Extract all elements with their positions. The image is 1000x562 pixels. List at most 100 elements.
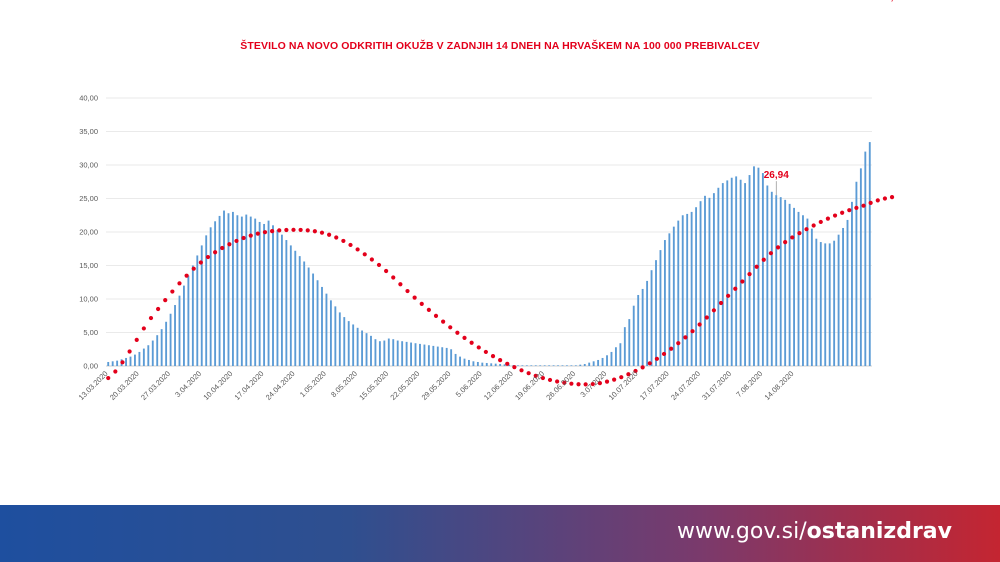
trend-point bbox=[847, 208, 852, 213]
trend-point bbox=[761, 257, 766, 262]
bar bbox=[240, 216, 243, 366]
x-tick-label: 3.07.2020 bbox=[578, 369, 608, 399]
bar bbox=[231, 211, 234, 366]
trend-point bbox=[398, 282, 403, 287]
trend-point bbox=[455, 330, 460, 335]
trend-point bbox=[540, 375, 545, 381]
bar bbox=[802, 215, 804, 366]
bar bbox=[329, 300, 332, 366]
bar bbox=[361, 330, 364, 366]
bar bbox=[855, 181, 858, 366]
trend-point bbox=[469, 340, 474, 345]
x-tick-label: 13.03.2020 bbox=[77, 369, 110, 402]
trend-point bbox=[718, 300, 724, 306]
trend-point bbox=[882, 196, 888, 201]
trend-point bbox=[783, 240, 788, 245]
x-tick-label: 20.03.2020 bbox=[108, 369, 141, 402]
bar bbox=[842, 227, 844, 366]
bar bbox=[169, 313, 172, 366]
bar bbox=[432, 345, 435, 366]
bar bbox=[570, 365, 573, 366]
trend-point bbox=[262, 230, 268, 235]
bar bbox=[174, 305, 176, 366]
trend-point bbox=[490, 354, 496, 359]
y-tick-label: 35,00 bbox=[79, 127, 98, 136]
trend-point bbox=[704, 315, 709, 320]
trend-point bbox=[255, 231, 260, 236]
trend-point bbox=[334, 235, 339, 240]
trend-point bbox=[626, 372, 631, 377]
bar bbox=[508, 364, 510, 366]
trend-point bbox=[141, 326, 146, 331]
bar bbox=[659, 250, 662, 366]
bar bbox=[503, 364, 506, 366]
bar bbox=[343, 317, 346, 366]
bar bbox=[378, 341, 381, 366]
x-tick-label: 15.05.2020 bbox=[357, 369, 390, 402]
trend-point bbox=[483, 349, 488, 355]
trend-point bbox=[818, 219, 823, 225]
trend-point bbox=[391, 275, 396, 280]
bar bbox=[374, 339, 377, 366]
bar bbox=[151, 340, 154, 366]
bar bbox=[312, 273, 315, 366]
y-tick-label: 10,00 bbox=[79, 295, 98, 304]
trend-point bbox=[676, 341, 681, 346]
bar bbox=[476, 361, 479, 366]
bar bbox=[543, 365, 546, 366]
trend-point bbox=[832, 213, 838, 218]
trend-point bbox=[775, 245, 781, 250]
trend-point bbox=[868, 200, 873, 206]
bar bbox=[165, 321, 168, 366]
bar bbox=[592, 361, 595, 366]
bar bbox=[441, 347, 444, 366]
bar bbox=[735, 176, 738, 366]
bar bbox=[846, 219, 849, 366]
bar bbox=[579, 364, 582, 366]
trend-point bbox=[433, 313, 439, 318]
x-tick-label: 1.05.2020 bbox=[298, 369, 328, 399]
x-tick-label: 31.07.2020 bbox=[700, 369, 733, 402]
bar bbox=[650, 270, 653, 366]
trend-point bbox=[369, 257, 374, 262]
trend-point bbox=[533, 373, 538, 378]
bar bbox=[454, 353, 457, 366]
bar bbox=[632, 305, 635, 366]
bar bbox=[209, 227, 212, 366]
bar bbox=[704, 195, 706, 366]
trend-point bbox=[106, 375, 111, 381]
trend-point bbox=[804, 227, 809, 232]
bar bbox=[285, 240, 288, 366]
trend-point bbox=[612, 377, 617, 382]
x-tick-label: 12.06.2020 bbox=[482, 369, 515, 402]
trend-point bbox=[384, 268, 389, 274]
bar bbox=[405, 341, 408, 366]
trend-point bbox=[640, 365, 645, 370]
y-tick-label: 25,00 bbox=[79, 194, 98, 203]
bar bbox=[623, 327, 626, 366]
trend-point bbox=[562, 380, 567, 385]
bar bbox=[459, 356, 461, 366]
bar bbox=[597, 359, 600, 366]
bar bbox=[663, 240, 666, 366]
trend-point bbox=[590, 381, 595, 387]
trend-point bbox=[362, 252, 367, 257]
bar bbox=[588, 362, 591, 366]
bar bbox=[699, 201, 702, 366]
bar bbox=[365, 333, 368, 366]
trend-point bbox=[790, 235, 795, 240]
bar bbox=[392, 339, 395, 366]
x-tick-label: 5.06.2020 bbox=[454, 369, 484, 399]
trend-point bbox=[854, 205, 859, 210]
bar bbox=[414, 343, 417, 366]
x-tick-label: 3.04.2020 bbox=[173, 369, 203, 399]
trend-point bbox=[811, 223, 816, 228]
trend-point bbox=[555, 379, 560, 384]
bar bbox=[316, 280, 319, 366]
trend-point bbox=[284, 227, 289, 233]
footer-url-link[interactable]: www.gov.si/ostanizdrav bbox=[677, 519, 952, 544]
x-tick-label: 24.07.2020 bbox=[669, 369, 702, 402]
bar bbox=[107, 361, 110, 366]
chart-title: ŠTEVILO NA NOVO ODKRITIH OKUŽB V ZADNJIH… bbox=[240, 40, 760, 52]
trend-point bbox=[647, 361, 652, 366]
